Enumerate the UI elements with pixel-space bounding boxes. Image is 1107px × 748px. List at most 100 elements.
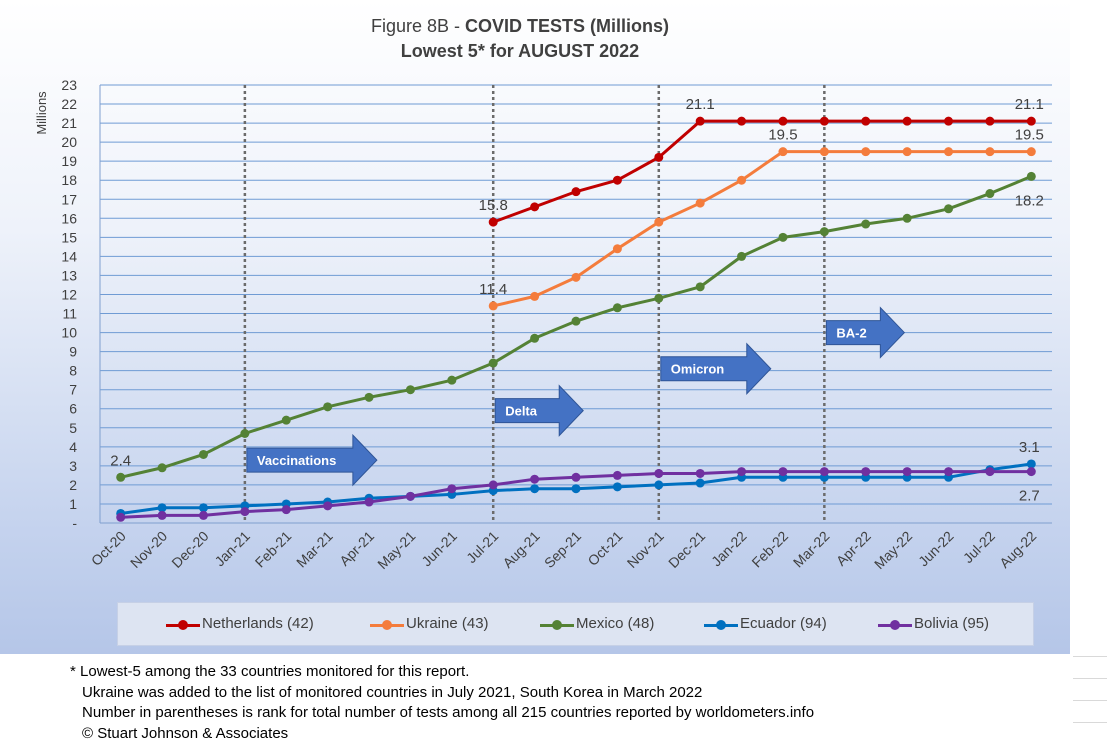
- data-point: [778, 232, 788, 242]
- data-point: [944, 204, 954, 214]
- data-point: [488, 358, 498, 368]
- data-point: [1026, 171, 1036, 181]
- data-label: 11.4: [479, 281, 507, 298]
- data-point: [571, 472, 581, 482]
- data-point: [944, 467, 954, 477]
- y-axis-label: Millions: [34, 91, 49, 135]
- data-point: [488, 217, 498, 227]
- y-tick-label: 15: [61, 229, 77, 245]
- data-point: [737, 251, 747, 261]
- x-tick-label: Aug-22: [996, 528, 1039, 571]
- x-tick-label: Dec-20: [168, 528, 211, 571]
- data-point: [1026, 459, 1036, 469]
- data-point: [695, 468, 705, 478]
- data-point: [530, 484, 540, 494]
- x-tick-label: Sep-21: [541, 528, 584, 571]
- y-tick-label: 19: [61, 153, 77, 169]
- data-point: [737, 467, 747, 477]
- event-arrow: [660, 342, 772, 395]
- data-point: [654, 152, 664, 162]
- x-tick-label: Jun-21: [418, 528, 460, 570]
- event-arrow-label: Delta: [505, 404, 538, 419]
- data-point: [695, 478, 705, 488]
- y-tick-label: 2: [69, 477, 77, 493]
- x-tick-label: Mar-21: [293, 528, 336, 571]
- data-point: [488, 301, 498, 311]
- data-point: [861, 467, 871, 477]
- data-point: [612, 303, 622, 313]
- data-point: [198, 449, 208, 459]
- x-tick-label: Dec-21: [665, 528, 708, 571]
- footnotes: * Lowest-5 among the 33 countries monito…: [70, 662, 814, 744]
- y-tick-label: 23: [61, 77, 77, 93]
- y-tick-label: 3: [69, 458, 77, 474]
- footnote-3: Number in parentheses is rank for total …: [82, 704, 815, 721]
- series-line: [492, 150, 1032, 308]
- footnote-4: © Stuart Johnson & Associates: [82, 724, 289, 742]
- data-label: 18.2: [1015, 192, 1044, 209]
- data-point: [985, 467, 995, 477]
- x-tick-label: Nov-20: [127, 528, 170, 571]
- data-point: [612, 244, 622, 254]
- line-chart: -1234567891011121314151617181920212223Mi…: [34, 77, 1052, 572]
- data-point: [281, 505, 291, 515]
- data-point: [571, 272, 581, 282]
- legend-marker: [716, 620, 726, 630]
- data-point: [819, 116, 829, 126]
- data-point: [530, 291, 540, 301]
- data-point: [985, 189, 995, 199]
- data-point: [530, 202, 540, 212]
- data-point: [240, 428, 250, 438]
- data-point: [488, 480, 498, 490]
- data-point: [157, 510, 167, 520]
- x-tick-label: May-21: [374, 528, 418, 572]
- data-label: 21.1: [686, 96, 715, 113]
- data-point: [405, 491, 415, 501]
- legend-marker: [890, 620, 900, 630]
- data-point: [281, 415, 291, 425]
- x-tick-label: Apr-22: [833, 528, 874, 569]
- x-tick-label: Feb-21: [252, 528, 295, 571]
- y-tick-label: 14: [61, 248, 77, 264]
- x-tick-label: Feb-22: [748, 528, 791, 571]
- data-label: 3.1: [1019, 439, 1040, 456]
- legend-label: Netherlands (42): [202, 615, 314, 632]
- x-tick-label: Mar-22: [790, 528, 833, 571]
- footnote-2: Ukraine was added to the list of monitor…: [82, 683, 703, 701]
- event-arrow: [494, 384, 584, 437]
- data-point: [571, 484, 581, 494]
- data-point: [654, 480, 664, 490]
- legend-label: Mexico (48): [576, 615, 655, 632]
- data-point: [240, 507, 250, 517]
- x-tick-label: Jan-22: [708, 528, 750, 570]
- side-rule: [1073, 656, 1107, 657]
- data-point: [778, 116, 788, 126]
- data-point: [902, 147, 912, 157]
- footnote-1: * Lowest-5 among the 33 countries monito…: [70, 663, 470, 680]
- x-tick-label: Aug-21: [499, 528, 542, 571]
- y-tick-label: 6: [69, 401, 77, 417]
- x-tick-label: Jul-21: [463, 528, 501, 566]
- data-point: [571, 187, 581, 197]
- data-point: [1026, 147, 1036, 157]
- side-rule: [1073, 678, 1107, 679]
- y-tick-label: 17: [61, 191, 77, 207]
- legend-label: Bolivia (95): [914, 615, 990, 632]
- y-tick-label: 16: [61, 210, 77, 226]
- y-tick-label: 22: [61, 96, 77, 112]
- y-tick-label: 10: [61, 325, 77, 341]
- data-point: [985, 147, 995, 157]
- y-tick-label: 11: [62, 306, 77, 322]
- data-label: 19.5: [768, 127, 797, 144]
- x-tick-label: Apr-21: [336, 528, 377, 569]
- data-label: 21.1: [1015, 96, 1044, 113]
- x-tick-label: Jun-22: [915, 528, 957, 570]
- data-label: 19.5: [1015, 127, 1044, 144]
- y-tick-label: 8: [69, 363, 77, 379]
- legend-marker: [382, 620, 392, 630]
- data-point: [944, 116, 954, 126]
- event-arrow: [825, 306, 906, 359]
- data-point: [364, 497, 374, 507]
- data-point: [695, 198, 705, 208]
- chart-panel: Figure 8B - COVID TESTS (Millions) Lowes…: [0, 0, 1070, 654]
